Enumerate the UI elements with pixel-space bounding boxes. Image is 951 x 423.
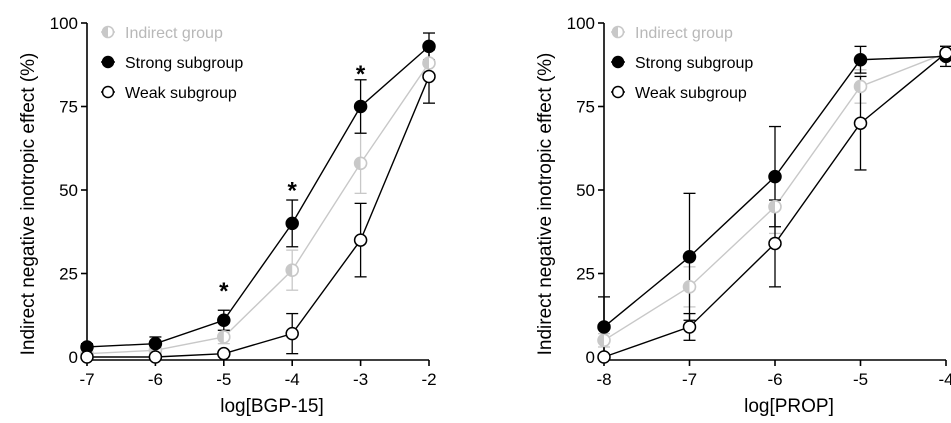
x-axis-title: log[BGP-15] bbox=[220, 396, 324, 417]
series-line bbox=[87, 76, 430, 358]
significance-marker: * bbox=[288, 178, 298, 205]
x-tick-label: -7 bbox=[79, 370, 94, 389]
data-point bbox=[353, 99, 368, 114]
chart-right: 0 25 50 75 100 -8 -7 -6 -5 -4 log[PROP] Indirect ne… bbox=[535, 14, 951, 417]
legend-label: Indirect group bbox=[635, 25, 733, 42]
data-point bbox=[285, 326, 299, 341]
data-point bbox=[422, 39, 436, 54]
legend-label: Weak subgroup bbox=[125, 85, 237, 102]
data-point-fill bbox=[217, 330, 224, 343]
data-point bbox=[80, 350, 94, 364]
x-tick-label: -8 bbox=[596, 370, 611, 389]
data-point bbox=[353, 233, 368, 247]
data-point bbox=[853, 52, 868, 67]
x-tick-label: -2 bbox=[421, 370, 436, 389]
y-tick-label: 0 bbox=[586, 348, 595, 367]
data-point bbox=[597, 350, 611, 364]
data-point-fill bbox=[769, 200, 775, 213]
data-point bbox=[217, 346, 231, 361]
data-point bbox=[768, 169, 782, 184]
data-point bbox=[422, 69, 436, 84]
data-point bbox=[597, 320, 611, 334]
legend-label: Weak subgroup bbox=[635, 85, 747, 102]
data-point bbox=[939, 46, 951, 60]
y-tick-label: 50 bbox=[576, 181, 595, 200]
chart-left: 0 25 50 75 100 -7 -6 -5 -4 -3 -2 log[BGP-15] Indirec… bbox=[18, 14, 437, 417]
x-tick-label: -6 bbox=[767, 370, 782, 389]
data-point bbox=[217, 313, 231, 328]
series-line bbox=[86, 45, 430, 348]
x-tick-label: -5 bbox=[853, 370, 868, 389]
data-point bbox=[148, 350, 163, 364]
legend-marker bbox=[611, 85, 625, 99]
x-axis-title: log[PROP] bbox=[744, 396, 834, 417]
x-tick-label: -7 bbox=[682, 370, 697, 389]
legend-marker-fill bbox=[102, 26, 108, 38]
significance-marker: * bbox=[356, 61, 366, 88]
y-tick-label: 50 bbox=[59, 181, 78, 200]
y-axis-title: Indirect negative inotropic effect (%) bbox=[18, 53, 39, 356]
x-tick-label: -6 bbox=[148, 370, 163, 389]
x-tick-label: -3 bbox=[353, 370, 368, 389]
x-tick-label: -5 bbox=[216, 370, 231, 389]
x-tick-label: -4 bbox=[285, 370, 300, 389]
data-point-fill bbox=[286, 264, 293, 277]
y-tick-label: 25 bbox=[59, 265, 78, 284]
y-tick-label: 100 bbox=[567, 14, 595, 33]
legend-marker bbox=[101, 85, 115, 99]
legend-label: Strong subgroup bbox=[125, 55, 243, 72]
data-point-fill bbox=[423, 57, 429, 70]
legend-label: Strong subgroup bbox=[635, 55, 753, 72]
data-point bbox=[682, 250, 697, 264]
y-tick-label: 75 bbox=[576, 98, 595, 117]
legend-label: Indirect group bbox=[125, 25, 223, 42]
data-point-fill bbox=[598, 334, 604, 347]
data-point bbox=[682, 320, 697, 334]
y-tick-label: 75 bbox=[59, 98, 78, 117]
data-point-fill bbox=[354, 157, 361, 170]
legend-marker bbox=[101, 55, 115, 69]
data-point bbox=[148, 336, 163, 351]
data-point bbox=[285, 216, 299, 231]
y-tick-label: 100 bbox=[50, 14, 78, 33]
data-point-fill bbox=[683, 280, 690, 293]
y-tick-label: 25 bbox=[576, 265, 595, 284]
data-point bbox=[853, 116, 868, 130]
legend-marker-fill bbox=[612, 26, 618, 38]
significance-marker: * bbox=[219, 278, 229, 305]
y-axis-title: Indirect negative inotropic effect (%) bbox=[535, 53, 556, 356]
y-tick-label: 0 bbox=[69, 348, 78, 367]
x-tick-label: -4 bbox=[938, 370, 951, 389]
data-point bbox=[768, 236, 782, 251]
series-line bbox=[86, 62, 430, 355]
data-point-fill bbox=[854, 80, 861, 93]
legend-marker bbox=[611, 55, 625, 69]
